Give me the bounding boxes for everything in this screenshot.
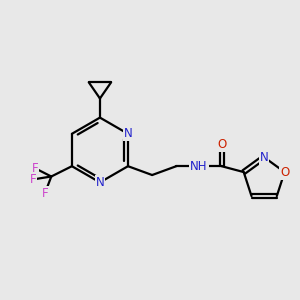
Text: F: F [41, 187, 48, 200]
Text: F: F [30, 173, 36, 186]
Text: O: O [280, 166, 289, 178]
Text: N: N [260, 151, 268, 164]
Text: N: N [96, 176, 104, 189]
Text: NH: NH [190, 160, 208, 173]
Text: F: F [32, 162, 38, 175]
Text: N: N [124, 127, 132, 140]
Text: O: O [217, 138, 226, 151]
